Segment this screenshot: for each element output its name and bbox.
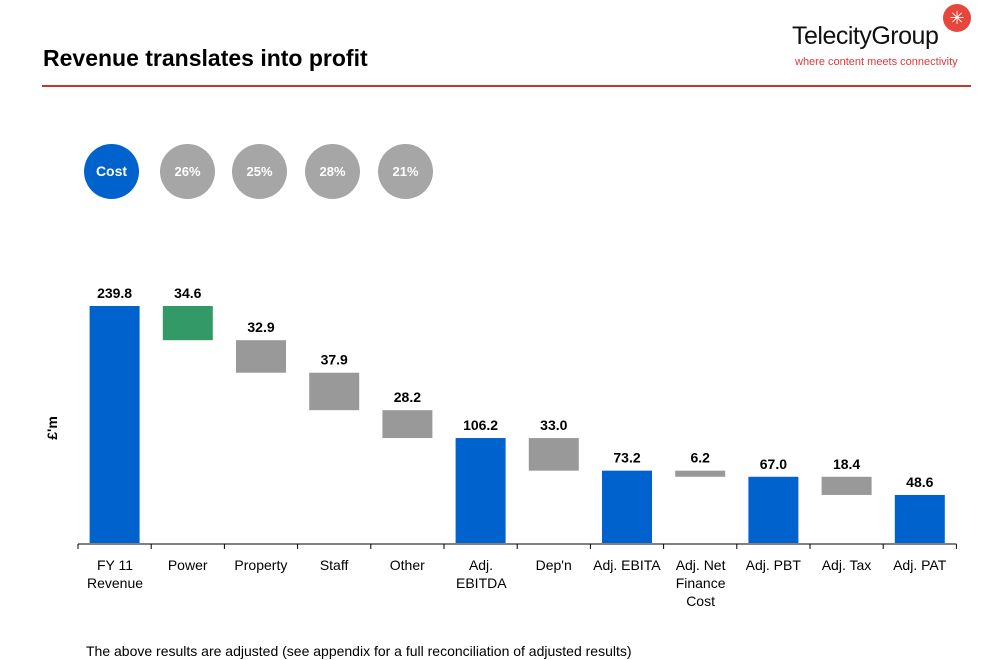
category-label: Power bbox=[167, 557, 208, 573]
data-label: 34.6 bbox=[174, 285, 201, 301]
data-label: 37.9 bbox=[321, 352, 348, 368]
category-label: Adj. Net Finance Cost bbox=[675, 557, 726, 609]
bar-6 bbox=[528, 438, 579, 471]
bar-8 bbox=[675, 470, 726, 477]
category-label: Adj. EBITDA bbox=[456, 557, 507, 591]
footnote: The above results are adjusted (see appe… bbox=[86, 643, 632, 659]
data-label: 239.8 bbox=[97, 285, 132, 301]
data-label: 67.0 bbox=[760, 456, 787, 472]
data-label: 33.0 bbox=[540, 417, 567, 433]
header-divider bbox=[42, 85, 971, 87]
cost-circle: Cost bbox=[84, 144, 139, 199]
cost-share-staff: 28% bbox=[305, 144, 360, 199]
page-title: Revenue translates into profit bbox=[43, 45, 368, 71]
category-label: Adj. PAT bbox=[893, 557, 947, 573]
bar-4 bbox=[382, 410, 433, 439]
data-label: 32.9 bbox=[247, 319, 274, 335]
cost-share-property: 25% bbox=[232, 144, 287, 199]
data-label: 6.2 bbox=[690, 450, 710, 466]
category-label: Adj. Tax bbox=[821, 557, 872, 573]
data-label: 18.4 bbox=[833, 456, 860, 472]
category-label: Property bbox=[234, 557, 288, 573]
bar-0 bbox=[89, 306, 140, 543]
data-label: 48.6 bbox=[906, 474, 933, 490]
bar-7 bbox=[602, 470, 652, 543]
category-label: Other bbox=[389, 557, 425, 573]
category-label: Staff bbox=[319, 557, 349, 573]
bar-2 bbox=[236, 340, 286, 373]
data-label: 106.2 bbox=[463, 417, 498, 433]
cost-share-power: 26% bbox=[160, 144, 215, 199]
category-label: FY 11 Revenue bbox=[86, 557, 144, 591]
bar-9 bbox=[748, 476, 799, 543]
category-label: Dep'n bbox=[535, 557, 572, 573]
bar-10 bbox=[821, 476, 872, 495]
data-label: 28.2 bbox=[394, 389, 421, 405]
bar-5 bbox=[455, 438, 506, 543]
bar-3 bbox=[309, 372, 360, 411]
logo-star-icon: ✳ bbox=[943, 4, 971, 32]
category-label: Adj. EBITA bbox=[593, 557, 661, 573]
cost-share-other: 21% bbox=[378, 144, 433, 199]
data-label: 73.2 bbox=[613, 450, 640, 466]
category-label: Adj. PBT bbox=[745, 557, 801, 573]
logo-tagline: where content meets connectivity bbox=[795, 56, 958, 68]
telecity-logo: TelecityGroup bbox=[792, 22, 939, 50]
bar-11 bbox=[894, 494, 945, 543]
bar-1 bbox=[162, 306, 213, 341]
